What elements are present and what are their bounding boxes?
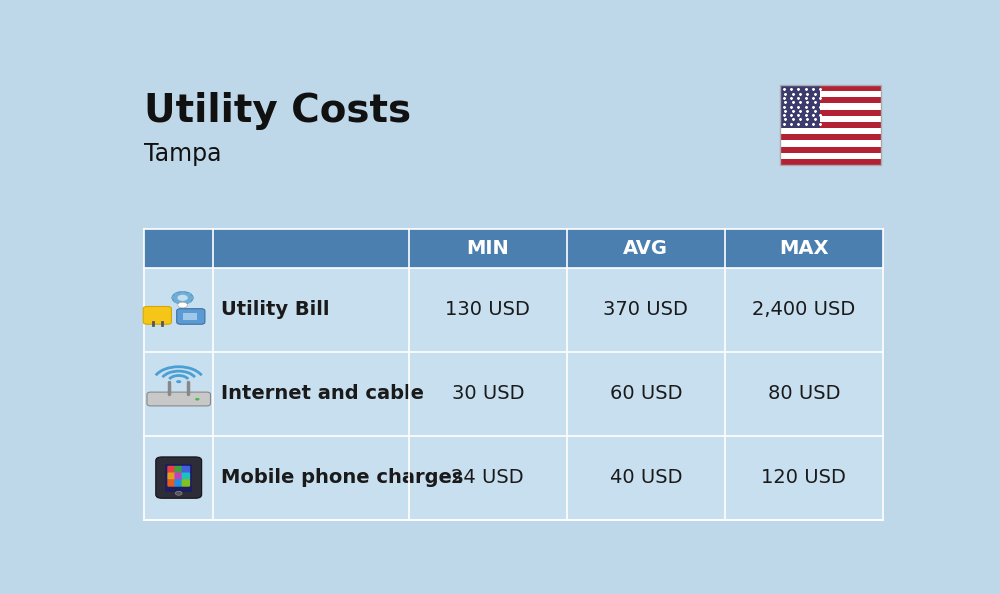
- Bar: [780, 153, 881, 159]
- Circle shape: [186, 293, 191, 296]
- Bar: [725, 229, 883, 268]
- Bar: [725, 268, 883, 352]
- Bar: [780, 110, 881, 116]
- Bar: [409, 352, 567, 435]
- FancyBboxPatch shape: [177, 309, 205, 324]
- Circle shape: [178, 302, 187, 308]
- Text: 40 USD: 40 USD: [610, 468, 682, 487]
- Bar: [213, 435, 409, 520]
- Text: 2,400 USD: 2,400 USD: [752, 301, 856, 320]
- Bar: [725, 352, 883, 435]
- Bar: [780, 103, 881, 110]
- Text: 24 USD: 24 USD: [451, 468, 524, 487]
- Bar: [567, 229, 725, 268]
- Bar: [780, 91, 881, 97]
- Bar: [780, 97, 881, 103]
- Circle shape: [186, 300, 191, 303]
- Circle shape: [177, 295, 188, 301]
- Bar: [780, 134, 881, 140]
- Circle shape: [171, 296, 176, 299]
- Text: Tampa: Tampa: [144, 142, 222, 166]
- Bar: [409, 268, 567, 352]
- FancyBboxPatch shape: [174, 472, 183, 480]
- Bar: [725, 435, 883, 520]
- Bar: [144, 229, 213, 268]
- Circle shape: [174, 293, 179, 296]
- Bar: [213, 268, 409, 352]
- Circle shape: [175, 491, 182, 495]
- Circle shape: [189, 296, 194, 299]
- Bar: [213, 352, 409, 435]
- Circle shape: [176, 380, 181, 383]
- Bar: [780, 85, 881, 91]
- Bar: [213, 229, 409, 268]
- Text: 120 USD: 120 USD: [761, 468, 846, 487]
- Text: 80 USD: 80 USD: [768, 384, 840, 403]
- FancyBboxPatch shape: [182, 472, 190, 480]
- Bar: [409, 435, 567, 520]
- Circle shape: [174, 300, 179, 303]
- Bar: [183, 313, 197, 320]
- Circle shape: [172, 292, 193, 304]
- FancyBboxPatch shape: [147, 392, 210, 406]
- Text: MIN: MIN: [466, 239, 509, 258]
- Bar: [780, 122, 881, 128]
- Text: Utility Bill: Utility Bill: [221, 301, 329, 320]
- FancyBboxPatch shape: [156, 457, 202, 498]
- FancyBboxPatch shape: [167, 479, 176, 486]
- Bar: [144, 435, 213, 520]
- Bar: [780, 85, 820, 128]
- Bar: [780, 128, 881, 134]
- FancyBboxPatch shape: [182, 479, 190, 486]
- Bar: [144, 352, 213, 435]
- Text: 30 USD: 30 USD: [452, 384, 524, 403]
- FancyBboxPatch shape: [143, 307, 171, 324]
- Text: 370 USD: 370 USD: [603, 301, 688, 320]
- FancyBboxPatch shape: [167, 472, 176, 480]
- Circle shape: [180, 302, 185, 305]
- Bar: [780, 116, 881, 122]
- Bar: [409, 229, 567, 268]
- FancyBboxPatch shape: [174, 466, 183, 473]
- Bar: [780, 159, 881, 165]
- Text: 60 USD: 60 USD: [610, 384, 682, 403]
- Bar: [567, 352, 725, 435]
- Text: AVG: AVG: [623, 239, 668, 258]
- Text: Internet and cable: Internet and cable: [221, 384, 424, 403]
- Bar: [567, 435, 725, 520]
- Text: Utility Costs: Utility Costs: [144, 92, 412, 130]
- Bar: [780, 85, 881, 165]
- Bar: [780, 147, 881, 153]
- Text: 130 USD: 130 USD: [445, 301, 530, 320]
- Text: Mobile phone charges: Mobile phone charges: [221, 468, 463, 487]
- Bar: [567, 268, 725, 352]
- Circle shape: [195, 398, 200, 400]
- FancyBboxPatch shape: [167, 466, 176, 473]
- Bar: [780, 140, 881, 147]
- FancyBboxPatch shape: [174, 479, 183, 486]
- Circle shape: [180, 291, 185, 294]
- Bar: [165, 464, 192, 492]
- Text: MAX: MAX: [779, 239, 829, 258]
- Bar: [144, 268, 213, 352]
- FancyBboxPatch shape: [182, 466, 190, 473]
